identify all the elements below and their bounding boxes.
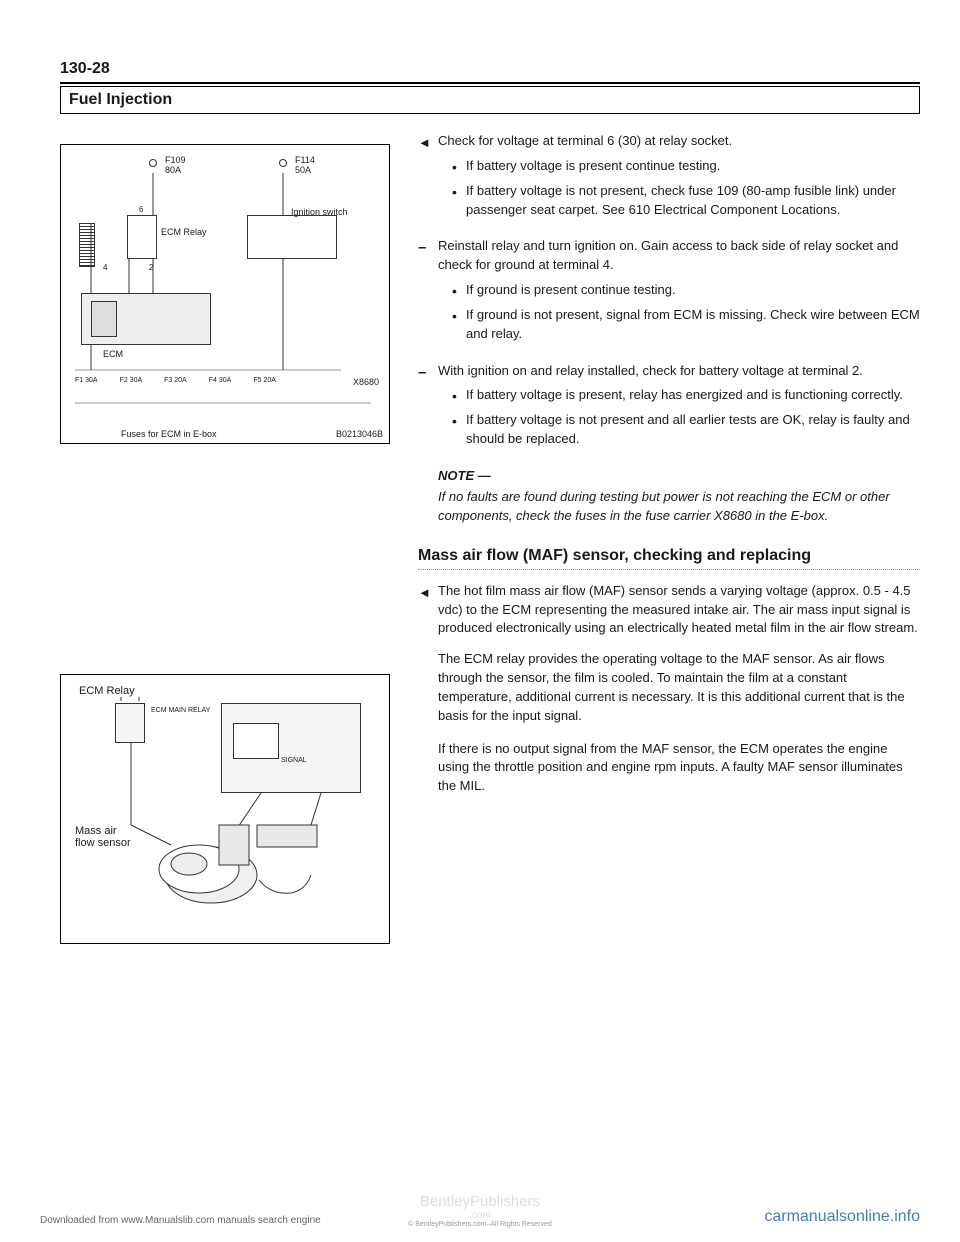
triangle-marker-icon bbox=[418, 582, 438, 639]
watermark-top: BentleyPublishers bbox=[408, 1193, 552, 1210]
dash-marker-icon bbox=[418, 362, 438, 455]
terminal-6: 6 bbox=[139, 205, 143, 214]
fuse-f3: F3 20A bbox=[164, 377, 187, 384]
maf-sensor-drawing bbox=[61, 675, 389, 943]
diagram-ecm-relay-schematic: F109 80A F114 50A Ignition switch ECM Re… bbox=[60, 144, 390, 444]
paragraph: The ECM relay provides the operating vol… bbox=[418, 650, 920, 725]
terminal-4: 4 bbox=[103, 263, 107, 272]
ecm-label: ECM bbox=[103, 349, 123, 359]
fuse-f1: F1 30A bbox=[75, 377, 98, 384]
procedure-item: With ignition on and relay installed, ch… bbox=[418, 362, 920, 455]
connector-label: X8680 bbox=[353, 377, 379, 387]
section-heading: Mass air flow (MAF) sensor, checking and… bbox=[418, 544, 920, 567]
bullet: If battery voltage is not present and al… bbox=[452, 411, 920, 449]
footer-center: BentleyPublishers .com © BentleyPublishe… bbox=[408, 1193, 552, 1228]
bullet: If battery voltage is present, relay has… bbox=[452, 386, 920, 405]
bullet: If battery voltage is present continue t… bbox=[452, 157, 920, 176]
footer-right: carmanualsonline.info bbox=[764, 1208, 920, 1226]
watermark-sub: .com bbox=[408, 1210, 552, 1221]
fuse-label: F114 bbox=[295, 155, 315, 165]
watermark-small: © BentleyPublishers.com–All Rights Reser… bbox=[408, 1221, 552, 1228]
ecm-relay-label: ECM Relay bbox=[161, 227, 207, 237]
fuse-f5: F5 20A bbox=[253, 377, 276, 384]
fuse-amp: 50A bbox=[295, 165, 311, 175]
fuse-f4: F4 30A bbox=[209, 377, 232, 384]
item-lead: With ignition on and relay installed, ch… bbox=[438, 362, 920, 381]
diagram-caption: Fuses for ECM in E-box bbox=[121, 429, 217, 439]
maf-intro-item: The hot film mass air flow (MAF) sensor … bbox=[418, 582, 920, 639]
fuse-f2: F2 30A bbox=[120, 377, 143, 384]
page-number: 130-28 bbox=[60, 60, 920, 78]
terminal-2: 2 bbox=[149, 263, 153, 272]
diagram-ref: B0213046B bbox=[336, 429, 383, 439]
procedure-item: Check for voltage at terminal 6 (30) at … bbox=[418, 132, 920, 225]
note-heading: NOTE — bbox=[418, 467, 920, 486]
content-columns: F109 80A F114 50A Ignition switch ECM Re… bbox=[60, 132, 920, 984]
fuse-amp: 80A bbox=[165, 165, 181, 175]
paragraph: The hot film mass air flow (MAF) sensor … bbox=[438, 582, 920, 639]
note-body: If no faults are found during testing bu… bbox=[418, 488, 920, 526]
page-title: Fuel Injection bbox=[60, 86, 920, 114]
bullet: If ground is present continue testing. bbox=[452, 281, 920, 300]
bullet: If ground is not present, signal from EC… bbox=[452, 306, 920, 344]
triangle-marker-icon bbox=[418, 132, 438, 225]
footer-left: Downloaded from www.Manualslib.com manua… bbox=[40, 1215, 321, 1226]
item-lead: Check for voltage at terminal 6 (30) at … bbox=[438, 132, 920, 151]
fuse-label: F109 bbox=[165, 155, 186, 165]
procedure-item: Reinstall relay and turn ignition on. Ga… bbox=[418, 237, 920, 349]
paragraph: If there is no output signal from the MA… bbox=[418, 740, 920, 797]
bullet: If battery voltage is not present, check… bbox=[452, 182, 920, 220]
dash-marker-icon bbox=[418, 237, 438, 349]
section-underline bbox=[418, 569, 920, 570]
item-lead: Reinstall relay and turn ignition on. Ga… bbox=[438, 237, 920, 275]
diagram-maf-sensor: ECM Relay ECM MAIN RELAY SIGNAL Mass air… bbox=[60, 674, 390, 944]
left-column: F109 80A F114 50A Ignition switch ECM Re… bbox=[60, 132, 390, 984]
top-rule bbox=[60, 82, 920, 84]
right-column: Check for voltage at terminal 6 (30) at … bbox=[418, 132, 920, 984]
